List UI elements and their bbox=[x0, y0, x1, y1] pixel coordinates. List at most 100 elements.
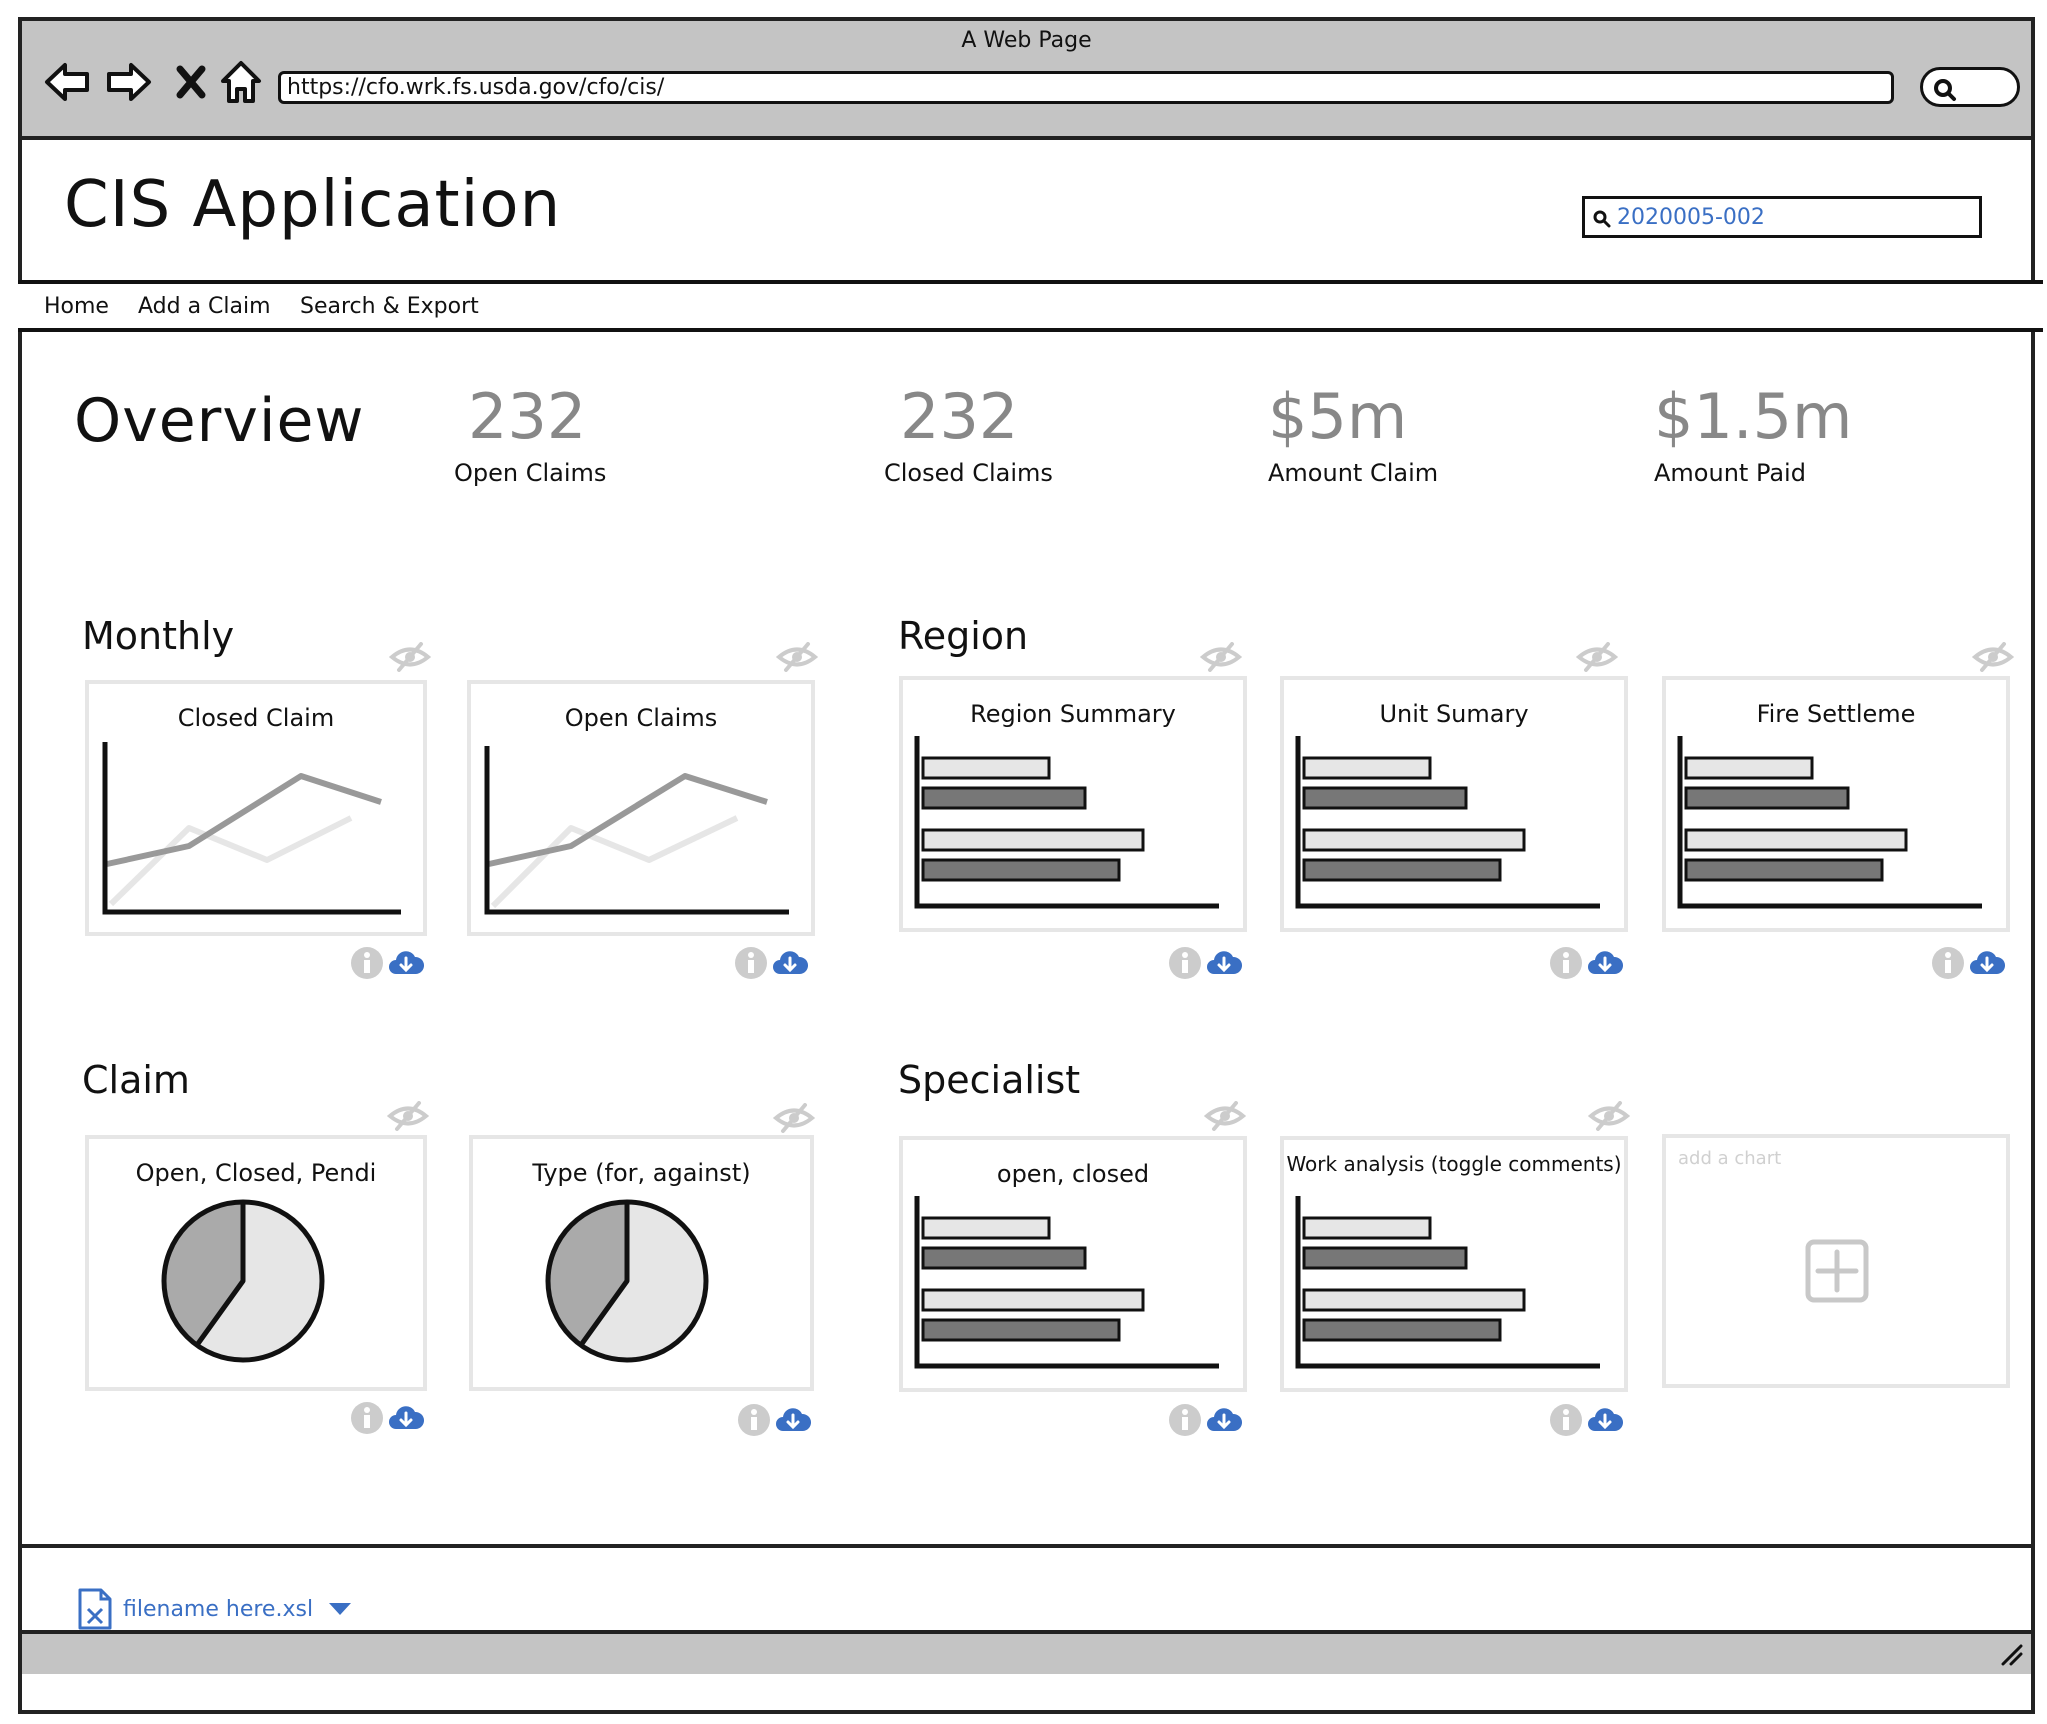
line-chart bbox=[102, 742, 401, 915]
info-icon[interactable] bbox=[349, 945, 385, 981]
chart-card-fire-settlement[interactable]: Fire Settleme bbox=[1662, 676, 2010, 932]
stat-value: $1.5m bbox=[1654, 380, 1853, 453]
app-header: CIS Application bbox=[22, 140, 2031, 280]
info-icon[interactable] bbox=[1167, 1402, 1203, 1438]
eye-slash-icon[interactable] bbox=[1200, 642, 1242, 672]
window-title: A Web Page bbox=[961, 28, 1092, 53]
cloud-download-icon[interactable] bbox=[388, 1400, 424, 1436]
cloud-download-icon[interactable] bbox=[1587, 1402, 1623, 1438]
add-chart-label: add a chart bbox=[1678, 1148, 1782, 1169]
card-title: Closed Claim bbox=[177, 704, 335, 732]
card-title: Open Claims bbox=[564, 704, 718, 732]
nav-item-add-claim[interactable]: Add a Claim bbox=[138, 294, 271, 319]
info-icon[interactable] bbox=[349, 1400, 385, 1436]
caret-down-icon[interactable] bbox=[327, 1601, 353, 1617]
close-icon[interactable] bbox=[164, 55, 218, 109]
cloud-download-icon[interactable] bbox=[388, 945, 424, 981]
stat-amount-paid: $1.5m Amount Paid bbox=[1654, 380, 1853, 488]
stat-open-claims: 232 Open Claims bbox=[454, 380, 607, 488]
chart-card-unit-summary[interactable]: Unit Sumary bbox=[1280, 676, 1628, 932]
info-icon[interactable] bbox=[1548, 1402, 1584, 1438]
card-title: Type (for, against) bbox=[532, 1159, 751, 1187]
bar-chart bbox=[1295, 1196, 1600, 1369]
resize-handle-icon[interactable] bbox=[1995, 1638, 2025, 1668]
card-title: Open, Closed, Pendi bbox=[135, 1159, 377, 1187]
eye-slash-icon[interactable] bbox=[1588, 1101, 1630, 1131]
card-title: open, closed bbox=[996, 1160, 1150, 1188]
stat-amount-claim: $5m Amount Claim bbox=[1268, 380, 1439, 488]
bar-chart bbox=[914, 736, 1219, 909]
app-search-input[interactable] bbox=[1617, 203, 1967, 231]
bar-chart bbox=[1677, 736, 1982, 909]
main-nav: Home Add a Claim Search & Export bbox=[18, 280, 2043, 332]
card-title: Work analysis (toggle comments) bbox=[1286, 1152, 1622, 1176]
info-icon[interactable] bbox=[1167, 945, 1203, 981]
eye-slash-icon[interactable] bbox=[1576, 642, 1618, 672]
section-title-monthly: Monthly bbox=[82, 614, 235, 658]
stat-label: Amount Paid bbox=[1654, 459, 1806, 487]
app-search-box[interactable] bbox=[1582, 196, 1982, 238]
section-title-claim: Claim bbox=[82, 1058, 190, 1102]
card-title: Unit Sumary bbox=[1379, 700, 1529, 728]
overview-title: Overview bbox=[74, 386, 365, 456]
info-icon[interactable] bbox=[733, 945, 769, 981]
add-chart-card[interactable]: add a chart bbox=[1662, 1134, 2010, 1388]
excel-file-icon bbox=[78, 1588, 112, 1630]
stat-value: 232 bbox=[900, 380, 1019, 453]
chart-card-open-closed-pending[interactable]: Open, Closed, Pendi bbox=[85, 1135, 427, 1391]
footer: filename here.xsl bbox=[22, 1544, 2031, 1674]
home-icon[interactable] bbox=[214, 55, 268, 109]
pie-chart bbox=[161, 1199, 325, 1363]
stat-label: Amount Claim bbox=[1268, 459, 1439, 487]
eye-slash-icon[interactable] bbox=[773, 1103, 815, 1133]
file-name: filename here.xsl bbox=[123, 1596, 314, 1622]
url-bar[interactable]: https://cfo.wrk.fs.usda.gov/cfo/cis/ bbox=[278, 71, 1894, 104]
app-title: CIS Application bbox=[64, 168, 562, 242]
info-icon[interactable] bbox=[1548, 945, 1584, 981]
chart-card-open-closed[interactable]: open, closed bbox=[899, 1136, 1247, 1392]
cloud-download-icon[interactable] bbox=[1587, 945, 1623, 981]
chart-card-open-claims[interactable]: Open Claims bbox=[467, 680, 815, 936]
cloud-download-icon[interactable] bbox=[772, 945, 808, 981]
eye-slash-icon[interactable] bbox=[1204, 1101, 1246, 1131]
browser-chrome: A Web Page https://cfo.wrk.fs.usda.gov/c… bbox=[22, 21, 2031, 140]
stat-label: Open Claims bbox=[454, 459, 607, 487]
nav-item-search-export[interactable]: Search & Export bbox=[300, 294, 479, 319]
eye-slash-icon[interactable] bbox=[387, 1101, 429, 1131]
line-chart bbox=[484, 746, 789, 915]
stat-value: $5m bbox=[1268, 380, 1408, 453]
status-bar bbox=[22, 1630, 2031, 1674]
info-icon[interactable] bbox=[1930, 945, 1966, 981]
chart-card-closed-claim[interactable]: Closed Claim bbox=[85, 680, 427, 936]
chart-card-region-summary[interactable]: Region Summary bbox=[899, 676, 1247, 932]
pie-chart bbox=[545, 1199, 709, 1363]
cloud-download-icon[interactable] bbox=[1969, 945, 2005, 981]
plus-square-icon[interactable] bbox=[1804, 1238, 1870, 1304]
card-title: Region Summary bbox=[970, 700, 1176, 728]
bar-chart bbox=[1295, 736, 1600, 909]
stat-closed-claims: 232 Closed Claims bbox=[884, 380, 1053, 488]
stat-value: 232 bbox=[468, 380, 587, 453]
search-icon bbox=[1593, 210, 1611, 228]
file-link[interactable]: filename here.xsl bbox=[77, 1586, 353, 1632]
bar-chart bbox=[914, 1196, 1219, 1369]
back-arrow-icon[interactable] bbox=[40, 55, 94, 109]
eye-slash-icon[interactable] bbox=[776, 642, 818, 672]
section-title-region: Region bbox=[898, 614, 1029, 658]
cloud-download-icon[interactable] bbox=[1206, 945, 1242, 981]
card-title: Fire Settleme bbox=[1756, 700, 1916, 728]
section-title-specialist: Specialist bbox=[898, 1058, 1081, 1102]
chart-card-type-for-against[interactable]: Type (for, against) bbox=[469, 1135, 814, 1391]
info-icon[interactable] bbox=[736, 1402, 772, 1438]
forward-arrow-icon[interactable] bbox=[102, 55, 156, 109]
browser-window: A Web Page https://cfo.wrk.fs.usda.gov/c… bbox=[18, 17, 2043, 1714]
nav-item-home[interactable]: Home bbox=[44, 294, 109, 319]
search-icon bbox=[1934, 79, 1956, 101]
eye-slash-icon[interactable] bbox=[389, 642, 431, 672]
chart-card-work-analysis[interactable]: Work analysis (toggle comments) bbox=[1280, 1136, 1628, 1392]
browser-search-field[interactable] bbox=[1920, 67, 2020, 107]
stat-label: Closed Claims bbox=[884, 459, 1053, 487]
cloud-download-icon[interactable] bbox=[775, 1402, 811, 1438]
cloud-download-icon[interactable] bbox=[1206, 1402, 1242, 1438]
eye-slash-icon[interactable] bbox=[1972, 642, 2014, 672]
